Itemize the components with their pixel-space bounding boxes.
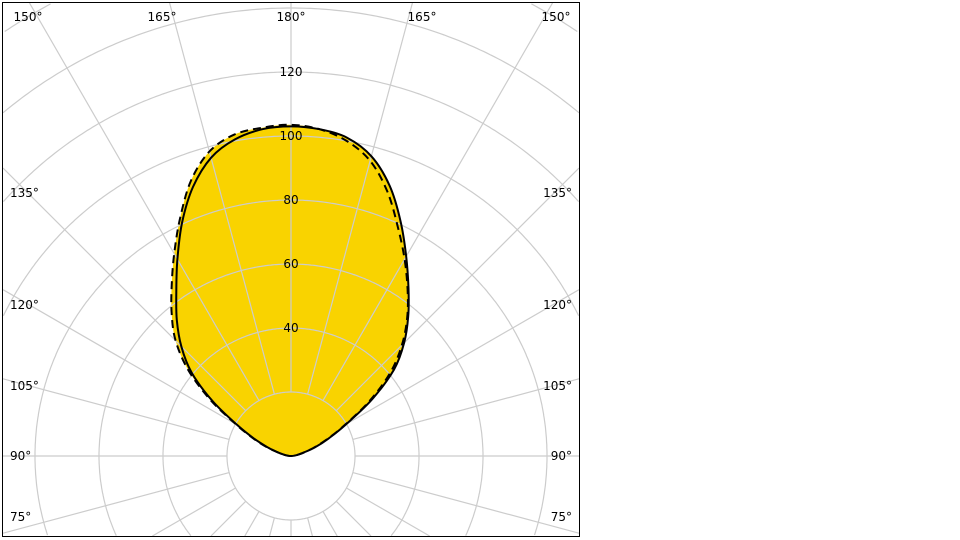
angle-label-left: 90° (10, 449, 31, 463)
angle-label-left: 135° (10, 186, 39, 200)
grid-spoke (307, 517, 313, 536)
radial-tick-label: 40 (283, 321, 298, 335)
radial-tick-label: 60 (283, 257, 298, 271)
grid-spoke (3, 378, 230, 440)
radial-tick-label: 80 (283, 193, 298, 207)
grid-spoke (3, 472, 230, 534)
grid-spoke (352, 472, 579, 534)
grid-ring-40 (162, 327, 420, 536)
grid-spoke (322, 3, 554, 401)
grid-spoke (3, 289, 236, 425)
grid-ring-60 (98, 263, 484, 536)
angle-label-top: 165° (148, 10, 177, 24)
grid-spoke (352, 378, 579, 440)
angle-label-right: 90° (551, 449, 572, 463)
grid-spoke (346, 289, 579, 425)
grid-spoke (244, 511, 260, 536)
angle-label-left: 105° (10, 379, 39, 393)
polar-chart-frame: 40 60 80 100 120 150° 165° 180° 165° 150° 135° 120°… (2, 2, 580, 537)
grid-spoke (307, 3, 413, 395)
radial-tick-label: 120 (280, 65, 303, 79)
grid-spoke (346, 487, 430, 536)
angle-label-right: 105° (543, 379, 572, 393)
grid-spoke (152, 487, 236, 536)
grid-ring-160 (4, 3, 578, 33)
grid-spoke (169, 3, 275, 395)
polar-intensity-chart: 40 60 80 100 120 150° 165° 180° 165° 150° 135° 120°… (3, 3, 579, 536)
angle-label-top: 180° (277, 10, 306, 24)
angle-label-right: 120° (543, 298, 572, 312)
angle-label-right: 135° (543, 186, 572, 200)
angle-label-left: 120° (10, 298, 39, 312)
grid-ring-120 (3, 71, 579, 202)
series-line-C90-C270 (170, 123, 409, 458)
angle-label-top: 150° (14, 10, 43, 24)
angle-label-left: 75° (10, 510, 31, 524)
grid-spoke (322, 511, 338, 536)
grid-spoke (210, 500, 247, 536)
grid-spoke (3, 167, 247, 412)
grid-spoke (269, 517, 275, 536)
angle-label-top: 150° (542, 10, 571, 24)
series-fill-C90-C270 (171, 124, 408, 456)
grid-spoke (28, 3, 260, 401)
grid-spoke (335, 167, 579, 412)
radial-tick-label: 100 (280, 129, 303, 143)
grid-spoke (335, 500, 372, 536)
angle-label-top: 165° (408, 10, 437, 24)
angle-label-right: 75° (551, 510, 572, 524)
grid-ring-140 (3, 7, 579, 114)
